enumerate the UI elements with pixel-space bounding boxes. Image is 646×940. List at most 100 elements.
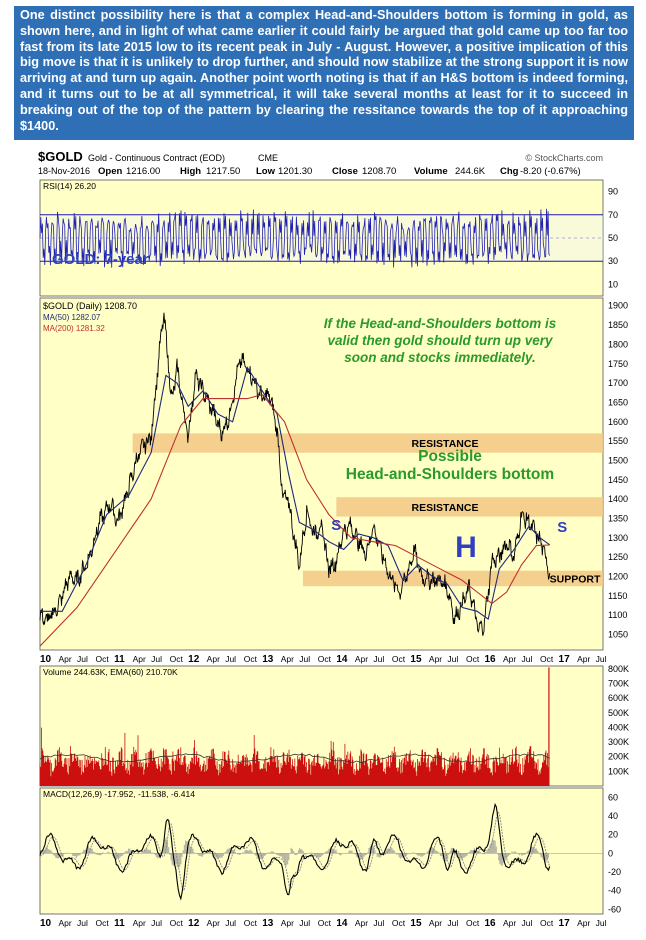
price-tick-1050: 1050 xyxy=(608,630,628,640)
price-tick-1750: 1750 xyxy=(608,359,628,369)
macd-x-tick-11: Oct xyxy=(244,918,258,928)
rsi-tick-90: 90 xyxy=(608,187,618,197)
annotation-line-3: soon and stocks immediately. xyxy=(344,350,536,365)
macd-x-tick-22: Jul xyxy=(447,918,458,928)
macd-x-tick-28: 17 xyxy=(559,918,571,929)
gold-chart: $GOLD Gold - Continuous Contract (EOD) C… xyxy=(38,149,629,929)
price-tick-1300: 1300 xyxy=(608,533,628,543)
macd-x-tick-8: 12 xyxy=(188,918,200,929)
volume-tick-3: 400K xyxy=(608,722,629,732)
price-x-tick-25: Apr xyxy=(503,654,516,664)
price-tick-1350: 1350 xyxy=(608,513,628,523)
macd-histogram xyxy=(39,837,549,868)
macd-layer: -60 -40 -20 0 20 40 60 xyxy=(39,792,621,914)
macd-x-tick-4: 11 xyxy=(114,918,125,929)
macd-x-tick-6: Jul xyxy=(151,918,162,928)
price-title: GOLD: 7-year xyxy=(52,251,149,268)
macd-x-tick-13: Apr xyxy=(281,918,294,928)
macd-x-tick-20: 15 xyxy=(410,918,422,929)
low-value: 1201.30 xyxy=(278,166,312,177)
volume-legend: Volume 244.63K, EMA(60) 210.70K xyxy=(43,667,178,677)
rsi-tick-50: 50 xyxy=(608,233,618,243)
price-tick-1600: 1600 xyxy=(608,417,628,427)
price-tick-1550: 1550 xyxy=(608,436,628,446)
price-x-tick-3: Oct xyxy=(96,654,110,664)
price-tick-1200: 1200 xyxy=(608,572,628,582)
price-tick-1700: 1700 xyxy=(608,378,628,388)
volume-label: Volume xyxy=(414,166,448,177)
band-label-support: SUPPORT xyxy=(550,573,601,585)
price-x-tick-0: 10 xyxy=(40,654,52,665)
price-x-tick-15: Oct xyxy=(318,654,332,664)
price-line xyxy=(39,312,551,636)
rsi-line xyxy=(39,208,551,268)
macd-x-tick-7: Oct xyxy=(170,918,184,928)
price-x-tick-5: Apr xyxy=(133,654,146,664)
legend-ma50: MA(50) 1282.07 xyxy=(43,313,101,322)
macd-x-tick-3: Oct xyxy=(96,918,110,928)
price-x-tick-24: 16 xyxy=(484,654,496,665)
price-x-tick-10: Jul xyxy=(225,654,236,664)
macd-x-tick-19: Oct xyxy=(392,918,406,928)
chg-value: -8.20 (-0.67%) xyxy=(520,166,581,177)
pattern-label-2: Head-and-Shoulders bottom xyxy=(346,466,554,483)
annotation-line-1: If the Head-and-Shoulders bottom is xyxy=(324,316,557,331)
macd-tick-20: 20 xyxy=(608,830,618,840)
price-x-tick-12: 13 xyxy=(262,654,274,665)
macd-x-tick-17: Apr xyxy=(355,918,368,928)
price-tick-1250: 1250 xyxy=(608,552,628,562)
price-x-tick-17: Apr xyxy=(355,654,368,664)
macd-panel xyxy=(39,787,604,915)
macd-x-tick-1: Apr xyxy=(59,918,72,928)
header-ohlc: Open 1216.00 High 1217.50 Low 1201.30 Cl… xyxy=(98,166,581,177)
macd-x-tick-26: Jul xyxy=(522,918,533,928)
macd-x-tick-21: Apr xyxy=(429,918,442,928)
macd-x-tick-29: Apr xyxy=(577,918,590,928)
volume-tick-0: 100K xyxy=(608,766,629,776)
open-value: 1216.00 xyxy=(126,166,160,177)
volume-tick-7: 800K xyxy=(608,664,629,674)
volume-ema-line xyxy=(39,753,550,764)
volume-tick-5: 600K xyxy=(608,693,629,703)
price-x-tick-21: Apr xyxy=(429,654,442,664)
price-tick-1100: 1100 xyxy=(608,610,627,620)
left-shoulder-label: S xyxy=(331,517,341,534)
header-name: Gold - Continuous Contract (EOD) xyxy=(88,153,225,163)
right-shoulder-label: S xyxy=(557,519,567,536)
price-x-tick-26: Jul xyxy=(522,654,533,664)
header-symbol: $GOLD xyxy=(38,149,83,164)
macd-x-tick-5: Apr xyxy=(133,918,146,928)
header-exchange: CME xyxy=(258,153,278,163)
header-source: © StockCharts.com xyxy=(525,153,603,163)
macd-x-tick-23: Oct xyxy=(466,918,480,928)
price-layer: 1050 1100 1150 1200 1250 1300 1350 1400 1450 1500… xyxy=(39,301,628,647)
price-x-tick-18: Jul xyxy=(373,654,384,664)
price-tick-1400: 1400 xyxy=(608,494,628,504)
price-x-tick-1: Apr xyxy=(59,654,72,664)
price-x-tick-13: Apr xyxy=(281,654,294,664)
band-label-resistance-lower: RESISTANCE xyxy=(412,502,479,514)
macd-x-tick-27: Oct xyxy=(540,918,554,928)
macd-x-tick-12: 13 xyxy=(262,918,274,929)
annotation-line-2: valid then gold should turn up very xyxy=(327,333,554,348)
rsi-layer: 10 30 50 70 90 xyxy=(39,187,618,289)
macd-tick-60: 60 xyxy=(608,792,618,802)
macd-tick--20: -20 xyxy=(608,867,621,877)
macd-x-tick-25: Apr xyxy=(503,918,516,928)
band-label-resistance-upper: RESISTANCE xyxy=(412,438,479,450)
volume-tick-4: 500K xyxy=(608,708,629,718)
macd-x-tick-18: Jul xyxy=(373,918,384,928)
price-x-tick-27: Oct xyxy=(540,654,554,664)
open-label: Open xyxy=(98,166,122,177)
rsi-tick-30: 30 xyxy=(608,256,618,266)
price-tick-1850: 1850 xyxy=(608,320,628,330)
band-support-2 xyxy=(302,570,603,587)
price-x-tick-2: Jul xyxy=(77,654,88,664)
price-tick-1150: 1150 xyxy=(608,591,627,601)
band-resistance-1 xyxy=(336,497,603,517)
macd-tick-0: 0 xyxy=(608,848,613,858)
price-x-tick-4: 11 xyxy=(114,654,125,665)
macd-x-tick-2: Jul xyxy=(77,918,88,928)
price-x-tick-16: 14 xyxy=(336,654,348,665)
macd-x-tick-16: 14 xyxy=(336,918,348,929)
